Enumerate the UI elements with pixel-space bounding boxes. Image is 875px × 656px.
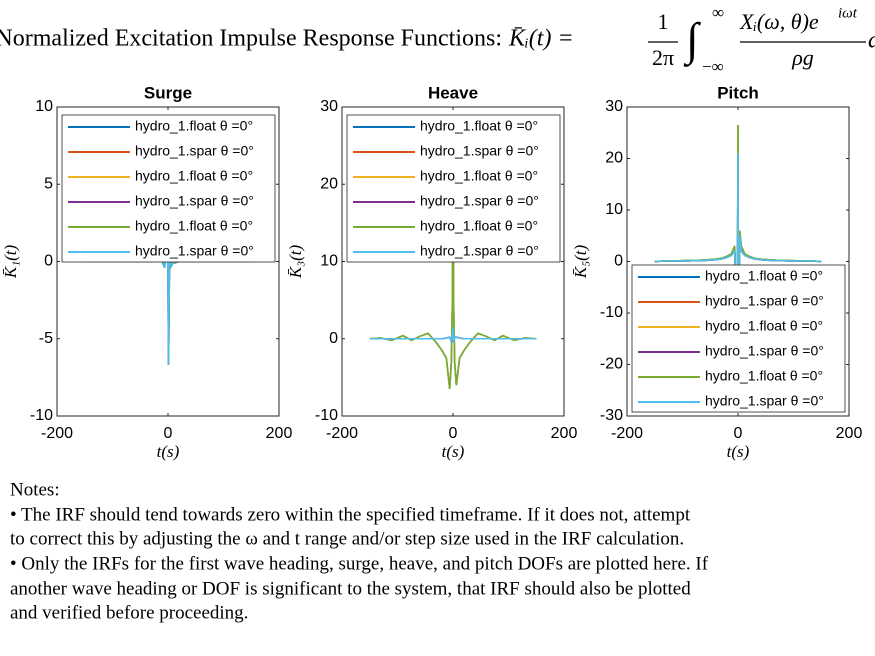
notes-line: • The IRF should tend towards zero withi… <box>10 504 691 525</box>
y-tick-label: 30 <box>320 98 338 115</box>
legend-label: hydro_1.float θ =0° <box>705 368 823 384</box>
formula-tail: d <box>868 28 875 54</box>
legend-box <box>61 114 276 263</box>
subplot-title: Heave <box>428 83 478 102</box>
y-tick-label: -30 <box>600 407 623 424</box>
series-line <box>369 327 537 344</box>
y-tick-label: 20 <box>320 175 338 192</box>
legend-box <box>346 114 561 263</box>
legend: hydro_1.float θ =0° hydro_1.spar θ =0° hyd… <box>631 264 846 413</box>
series-line <box>654 153 822 360</box>
notes-line: another wave heading or DOF is significa… <box>10 578 691 599</box>
y-tick-label: 5 <box>44 175 53 192</box>
legend: hydro_1.float θ =0° hydro_1.spar θ =0° hyd… <box>61 114 276 263</box>
y-tick-label: 10 <box>35 98 53 115</box>
legend-label: hydro_1.float θ =0° <box>420 118 538 134</box>
title-text: Normalized Excitation Impulse Response F… <box>0 26 502 52</box>
legend-label: hydro_1.float θ =0° <box>705 318 823 334</box>
legend-label: hydro_1.float θ =0° <box>135 218 253 234</box>
y-tick-label: 10 <box>605 201 623 218</box>
notes-line: to correct this by adjusting the ω and t… <box>10 528 684 549</box>
x-tick-label: 0 <box>734 425 743 442</box>
notes-heading: Notes: <box>10 479 60 500</box>
x-tick-label: 200 <box>551 425 578 442</box>
legend-label: hydro_1.spar θ =0° <box>135 193 254 209</box>
legend-label: hydro_1.float θ =0° <box>135 118 253 134</box>
x-tick-label: -200 <box>326 425 358 442</box>
formula-upper: ∞ <box>712 3 724 22</box>
y-tick-label: -5 <box>39 330 53 347</box>
legend-label: hydro_1.float θ =0° <box>420 168 538 184</box>
notes-line: • Only the IRFs for the first wave headi… <box>10 553 709 574</box>
legend-label: hydro_1.spar θ =0° <box>420 243 539 259</box>
notes: Notes: • The IRF should tend towards zer… <box>10 479 709 623</box>
subplot: -200 0 200 -30 -20 -10 0 10 20 30 Pitch t(s) K̄₅(t) h… <box>571 83 863 460</box>
formula-integral: ∫ <box>683 14 701 68</box>
formula-frac-num: 1 <box>658 9 669 34</box>
subplot-title: Surge <box>144 83 192 102</box>
x-tick-label: -200 <box>611 425 643 442</box>
subplot-title: Pitch <box>717 83 759 102</box>
x-tick-label: 200 <box>266 425 293 442</box>
formula-exponent: iωt <box>838 5 858 21</box>
x-tick-label: 0 <box>449 425 458 442</box>
y-axis-label: K̄₅(t) <box>571 245 590 280</box>
y-tick-label: -20 <box>600 356 623 373</box>
legend-label: hydro_1.float θ =0° <box>705 268 823 284</box>
legend-label: hydro_1.spar θ =0° <box>420 143 539 159</box>
legend-label: hydro_1.spar θ =0° <box>135 143 254 159</box>
y-tick-label: 0 <box>44 253 53 270</box>
y-tick-label: -10 <box>30 407 53 424</box>
y-tick-label: -10 <box>315 407 338 424</box>
legend-label: hydro_1.spar θ =0° <box>705 293 824 309</box>
legend-label: hydro_1.float θ =0° <box>135 168 253 184</box>
y-axis-label: K̄₃(t) <box>286 245 305 280</box>
x-tick-label: 0 <box>164 425 173 442</box>
y-tick-label: 0 <box>614 253 623 270</box>
legend: hydro_1.float θ =0° hydro_1.spar θ =0° hyd… <box>346 114 561 263</box>
formula-frac-den: 2π <box>652 45 674 70</box>
x-axis-label: t(s) <box>442 442 465 461</box>
x-tick-label: -200 <box>41 425 73 442</box>
x-axis-label: t(s) <box>727 442 750 461</box>
legend-label: hydro_1.spar θ =0° <box>705 343 824 359</box>
legend-label: hydro_1.spar θ =0° <box>705 393 824 409</box>
y-tick-label: 0 <box>329 330 338 347</box>
y-tick-label: 10 <box>320 253 338 270</box>
y-tick-label: 20 <box>605 150 623 167</box>
legend-label: hydro_1.spar θ =0° <box>420 193 539 209</box>
y-tick-label: 30 <box>605 98 623 115</box>
subplot: -200 0 200 -10 0 10 20 30 Heave t(s) K̄₃(t) hydro_1… <box>286 83 578 460</box>
legend-box <box>631 264 846 413</box>
legend-label: hydro_1.float θ =0° <box>420 218 538 234</box>
formula-lower: −∞ <box>702 57 724 76</box>
x-axis-label: t(s) <box>157 442 180 461</box>
charts: -200 0 200-10-50510Surget(s)K̄₁(t)hydro_1.… <box>1 83 863 460</box>
notes-line: and verified before proceeding. <box>10 602 248 623</box>
y-tick-label: -10 <box>600 304 623 321</box>
legend-label: hydro_1.spar θ =0° <box>135 243 254 259</box>
formula-numerator: Xᵢ(ω, θ)e <box>739 9 819 34</box>
figure-title: Normalized Excitation Impulse Response F… <box>0 3 875 76</box>
formula-denominator: ρg <box>791 45 814 70</box>
plot-area <box>654 125 822 391</box>
subplot: -200 0 200 -10 -5 0 5 10 Surge t(s) K̄₁(t) hydro_1.… <box>1 83 293 460</box>
formula-lhs: K̄ᵢ(t) = <box>508 26 574 52</box>
x-tick-label: 200 <box>836 425 863 442</box>
y-axis-label: K̄₁(t) <box>1 245 20 280</box>
